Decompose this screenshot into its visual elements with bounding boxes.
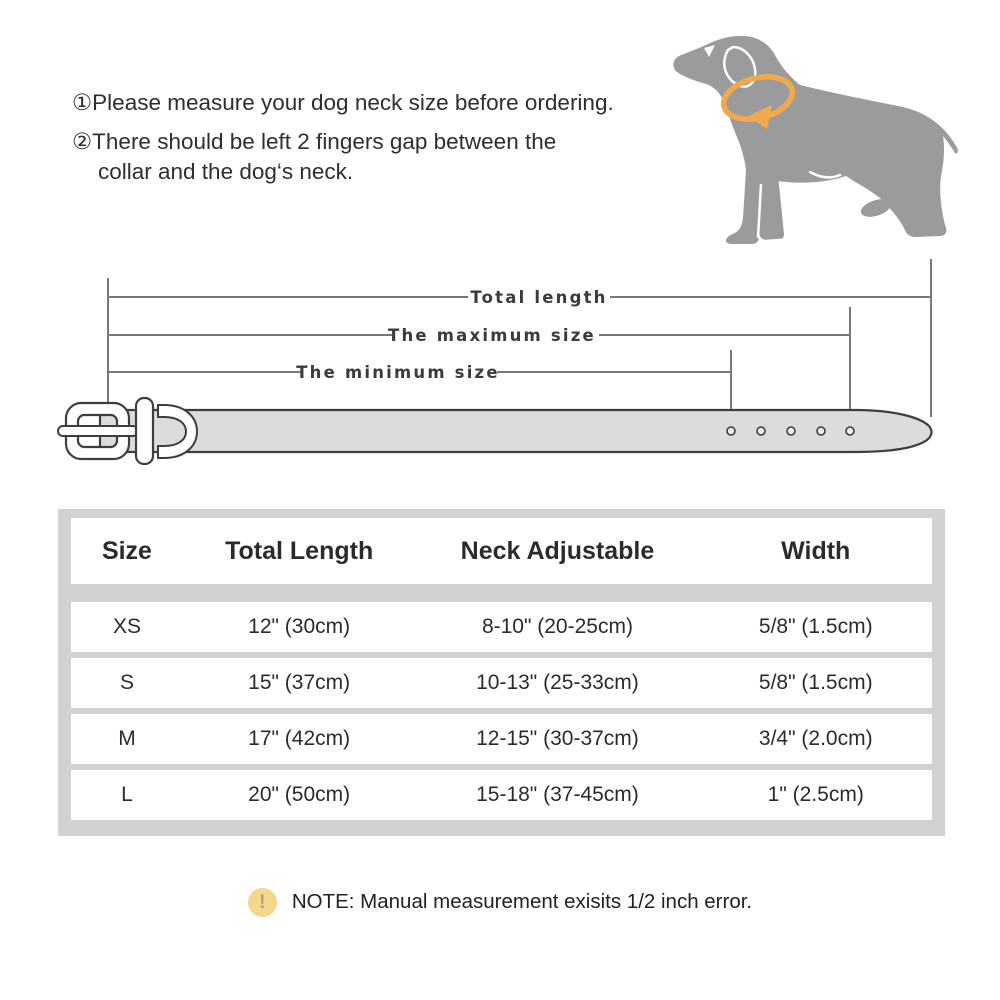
dog-silhouette-icon <box>673 35 958 245</box>
dimension-lines <box>107 259 932 418</box>
instruction-step-2: ②There should be left 2 fingers gap betw… <box>72 129 557 154</box>
table-row: L 20" (50cm) 15-18" (37-45cm) 1" (2.5cm) <box>71 770 932 820</box>
collar-d-ring <box>157 404 199 459</box>
header-neck-adjustable: Neck Adjustable <box>460 536 655 565</box>
cell-width: 5/8" (1.5cm) <box>758 671 873 694</box>
cell-length: 20" (50cm) <box>248 783 351 806</box>
size-chart-table: Size Total Length Neck Adjustable Width … <box>58 509 945 836</box>
buckle-prong <box>57 425 139 437</box>
header-width: Width <box>781 536 851 565</box>
cell-size: XS <box>112 615 141 638</box>
dog-eye <box>704 45 715 57</box>
collar-measurement-diagram: Total length The maximum size The minimu… <box>0 255 1000 470</box>
cell-neck: 8-10" (20-25cm) <box>481 615 633 638</box>
cell-length: 17" (42cm) <box>248 727 351 750</box>
cell-width: 3/4" (2.0cm) <box>758 727 873 750</box>
cell-size: L <box>121 783 133 806</box>
cell-width: 5/8" (1.5cm) <box>758 615 873 638</box>
collar-keeper <box>134 396 155 466</box>
exclamation-icon: ! <box>247 887 277 917</box>
measuring-tape-icon <box>720 74 796 129</box>
cell-neck: 10-13" (25-33cm) <box>476 671 639 694</box>
cell-length: 12" (30cm) <box>248 615 351 638</box>
total-length-label: Total length <box>470 288 607 307</box>
cell-length: 15" (37cm) <box>248 671 351 694</box>
minimum-size-label: The minimum size <box>296 363 500 382</box>
cell-neck: 15-18" (37-45cm) <box>476 783 639 806</box>
collar-illustration <box>57 396 933 466</box>
table-header-row: Size Total Length Neck Adjustable Width <box>71 518 932 584</box>
cell-size: S <box>119 671 134 694</box>
cell-width: 1" (2.5cm) <box>767 783 864 806</box>
header-total-length: Total Length <box>225 536 374 565</box>
cell-neck: 12-15" (30-37cm) <box>476 727 639 750</box>
measurement-note: ! NOTE: Manual measurement exisits 1/2 i… <box>0 882 1000 922</box>
collar-buckle <box>64 401 131 461</box>
dog-illustration <box>648 12 958 262</box>
measuring-instructions: ①Please measure your dog neck size befor… <box>72 84 682 187</box>
header-size: Size <box>101 536 152 565</box>
cell-size: M <box>118 727 136 750</box>
table-row: M 17" (42cm) 12-15" (30-37cm) 3/4" (2.0c… <box>71 714 932 764</box>
table-row: S 15" (37cm) 10-13" (25-33cm) 5/8" (1.5c… <box>71 658 932 708</box>
note-text: NOTE: Manual measurement exisits 1/2 inc… <box>291 890 753 913</box>
table-row: XS 12" (30cm) 8-10" (20-25cm) 5/8" (1.5c… <box>71 602 932 652</box>
instruction-step-1: ①Please measure your dog neck size befor… <box>72 90 614 115</box>
maximum-size-label: The maximum size <box>388 326 596 345</box>
collar-holes <box>726 426 855 436</box>
collar-strap <box>98 408 933 454</box>
dog-ear <box>723 45 757 88</box>
instruction-step-2-continued: collar and the dog‘s neck. <box>98 159 354 184</box>
